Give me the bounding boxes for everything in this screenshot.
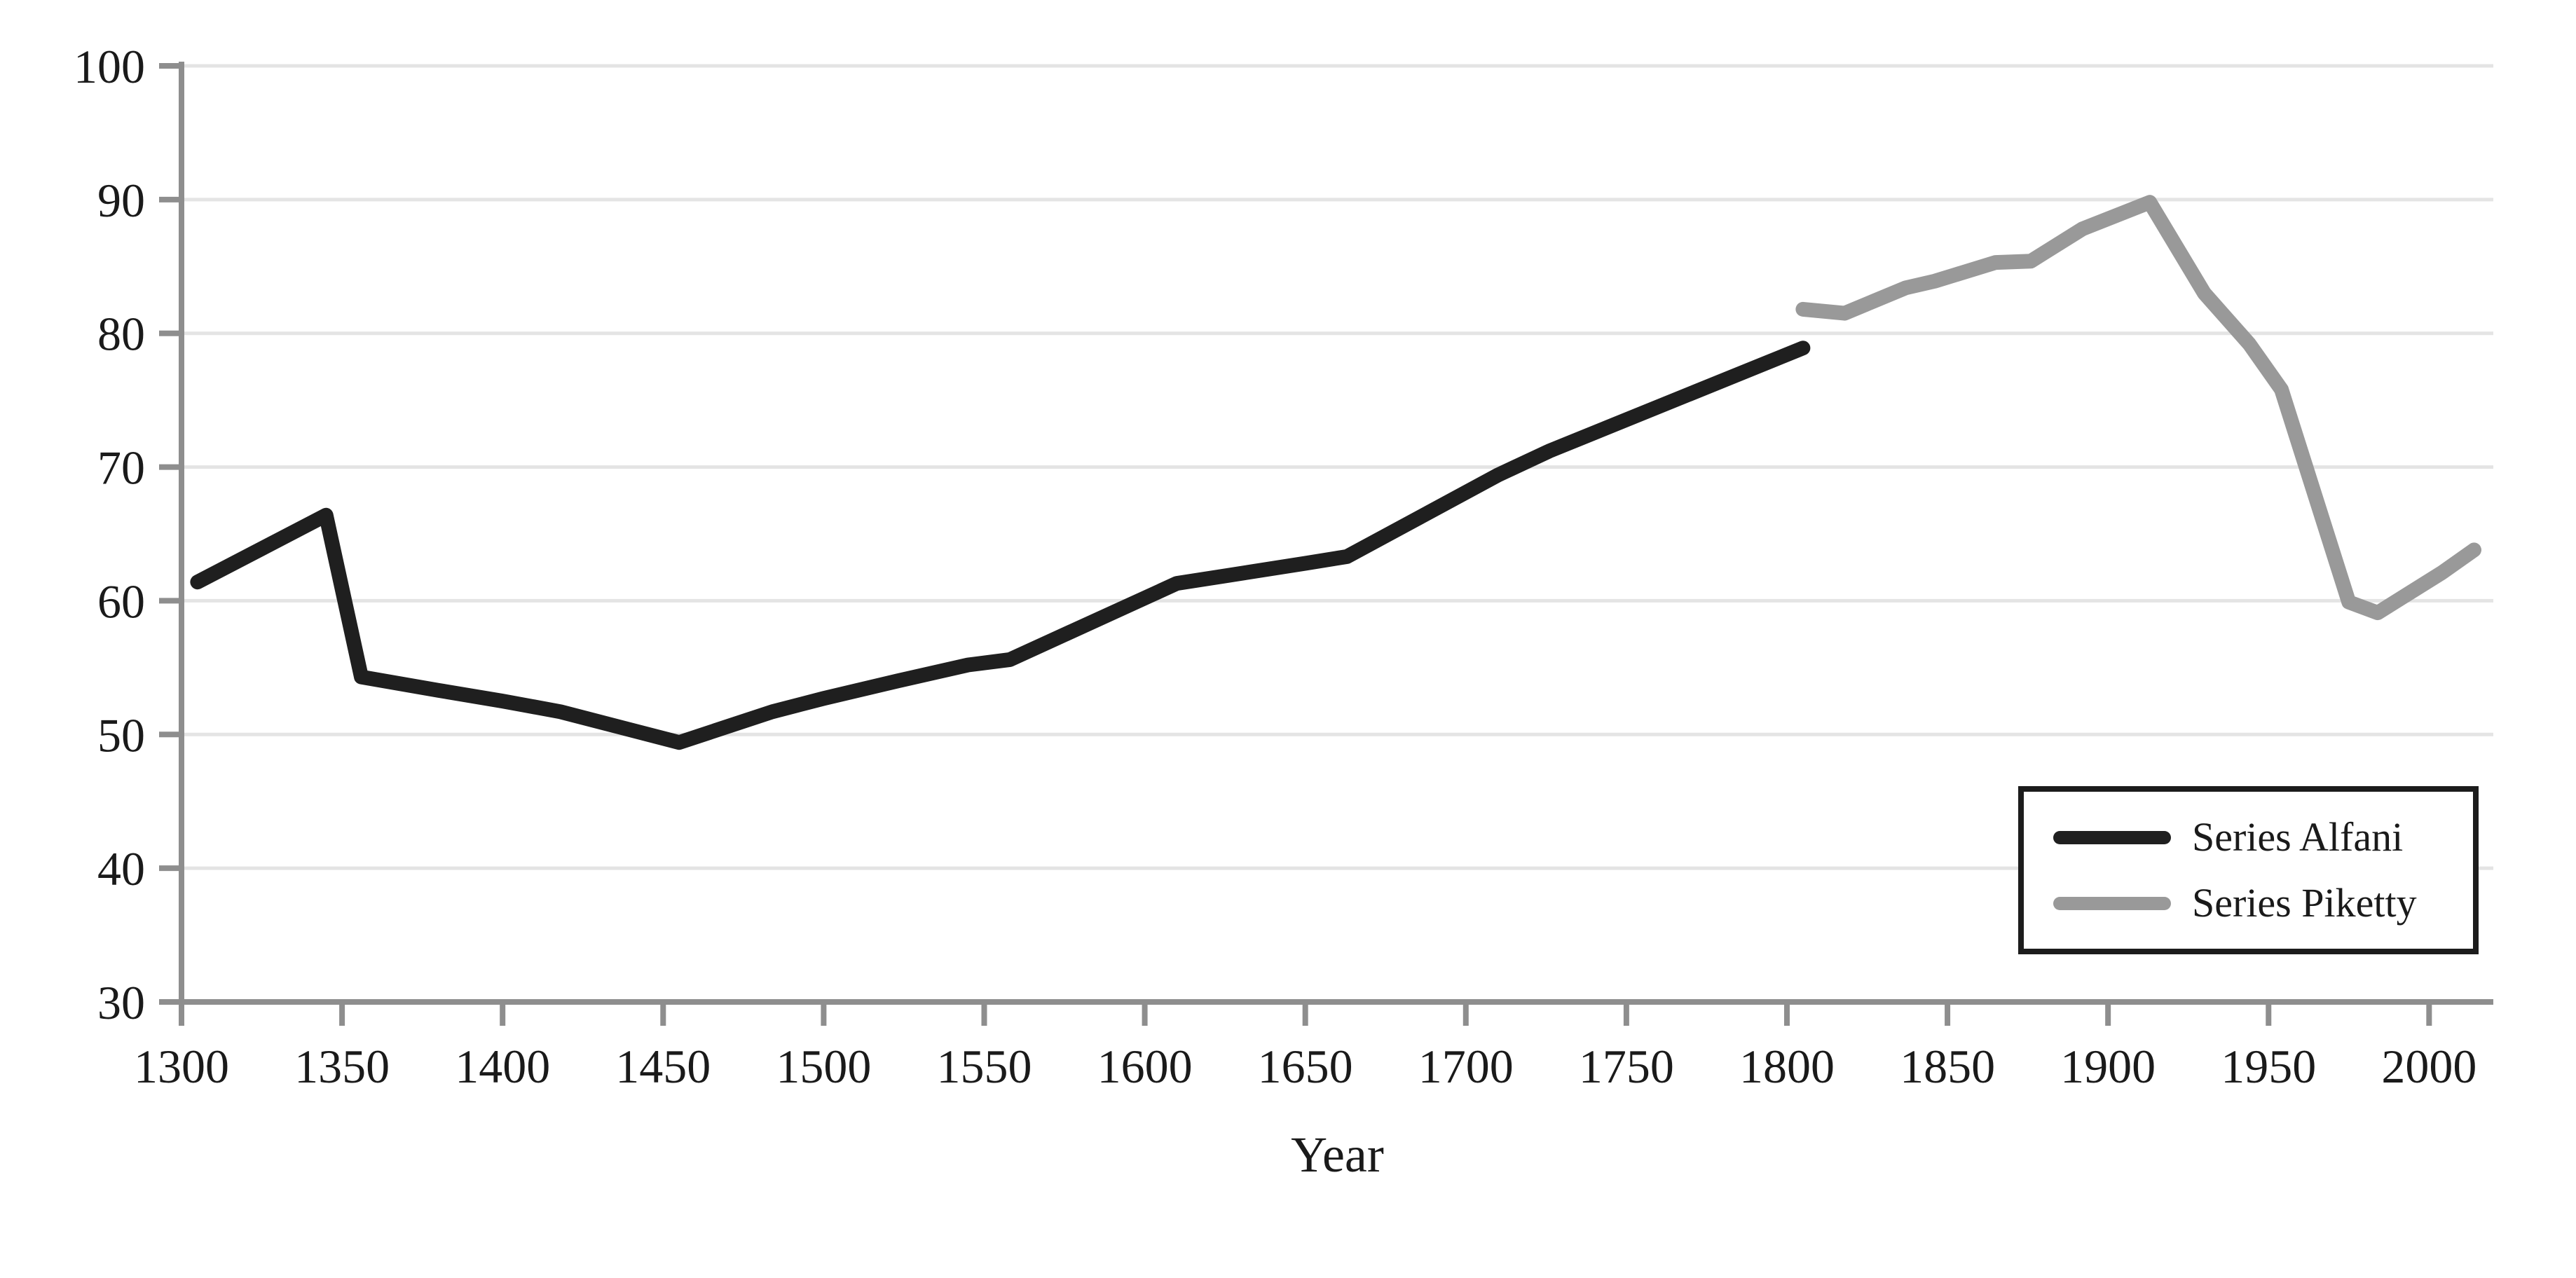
y-tick-label-60: 60 bbox=[97, 575, 145, 628]
x-tick-label-1500: 1500 bbox=[776, 1040, 871, 1093]
y-tick-label-100: 100 bbox=[74, 40, 145, 93]
y-tick-label-80: 80 bbox=[97, 308, 145, 361]
x-tick-label-1950: 1950 bbox=[2221, 1040, 2316, 1093]
x-tick-label-1600: 1600 bbox=[1097, 1040, 1193, 1093]
legend-swatch-alfani bbox=[2053, 830, 2171, 844]
x-tick-label-1400: 1400 bbox=[455, 1040, 550, 1093]
y-tick-label-40: 40 bbox=[97, 842, 145, 895]
x-tick-label-1450: 1450 bbox=[615, 1040, 711, 1093]
legend-label-alfani: Series Alfani bbox=[2192, 814, 2404, 860]
legend-item-alfani: Series Alfani bbox=[2053, 817, 2473, 858]
series-line-series-piketty bbox=[1795, 195, 2481, 621]
x-tick-label-1900: 1900 bbox=[2060, 1040, 2156, 1093]
x-tick-label-1650: 1650 bbox=[1258, 1040, 1353, 1093]
x-tick-label-1700: 1700 bbox=[1418, 1040, 1514, 1093]
x-tick-label-1350: 1350 bbox=[294, 1040, 390, 1093]
legend-swatch-piketty bbox=[2053, 896, 2171, 910]
x-axis-title: Year bbox=[1291, 1127, 1384, 1183]
y-tick-label-30: 30 bbox=[97, 976, 145, 1029]
series-line-series-alfani bbox=[190, 341, 1811, 750]
legend-item-piketty: Series Piketty bbox=[2053, 883, 2473, 923]
legend-label-piketty: Series Piketty bbox=[2192, 880, 2417, 926]
y-tick-label-90: 90 bbox=[97, 174, 145, 227]
x-tick-label-1800: 1800 bbox=[1739, 1040, 1835, 1093]
y-tick-label-50: 50 bbox=[97, 708, 145, 762]
x-tick-label-1750: 1750 bbox=[1579, 1040, 1674, 1093]
x-tick-label-1300: 1300 bbox=[134, 1040, 229, 1093]
x-tick-label-2000: 2000 bbox=[2381, 1040, 2476, 1093]
x-tick-label-1850: 1850 bbox=[1900, 1040, 1995, 1093]
y-tick-label-70: 70 bbox=[97, 441, 145, 495]
x-tick-label-1550: 1550 bbox=[936, 1040, 1032, 1093]
legend: Series Alfani Series Piketty bbox=[2018, 786, 2479, 954]
